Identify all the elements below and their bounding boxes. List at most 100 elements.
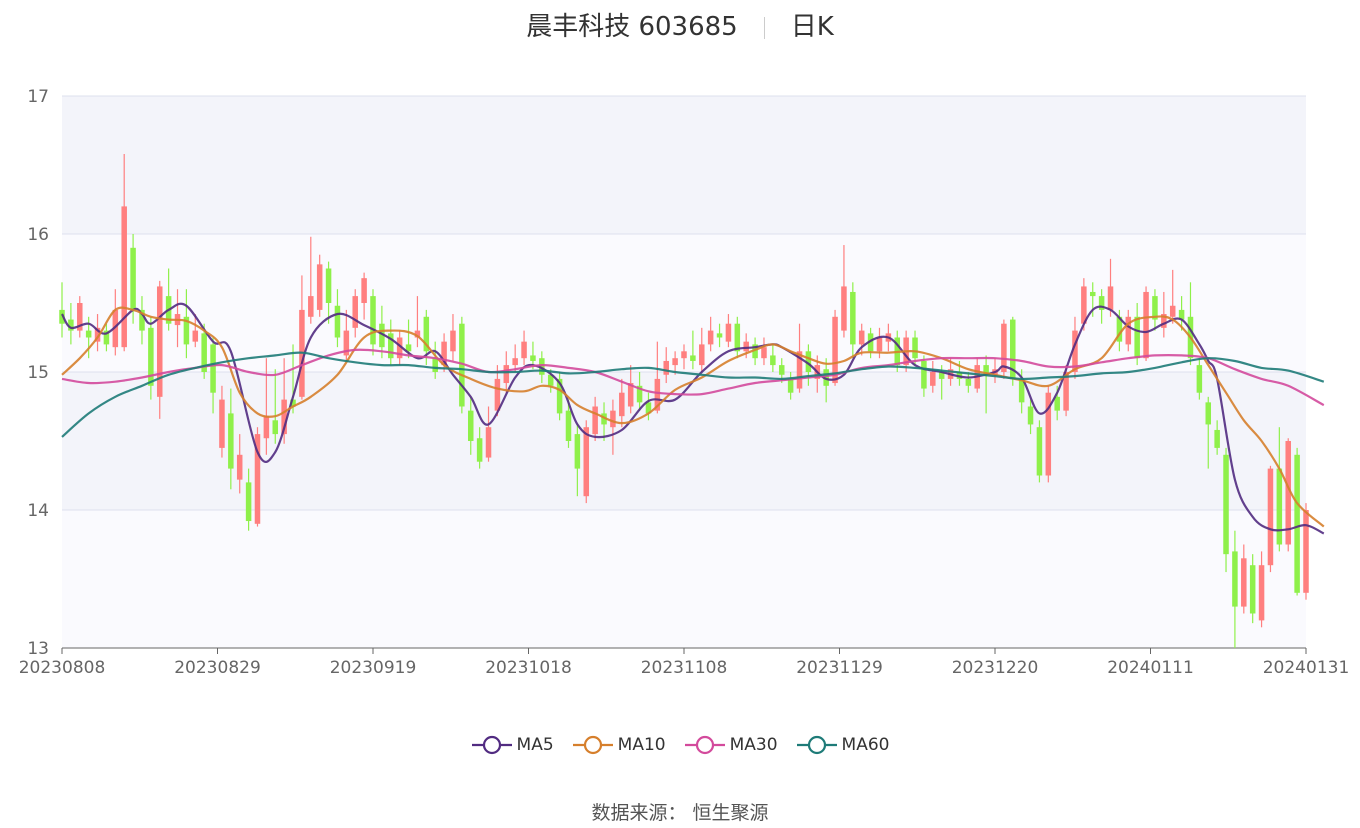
candle: [459, 316, 465, 414]
candle-body: [654, 378, 661, 411]
candle: [699, 327, 705, 372]
legend-marker-icon: [796, 735, 837, 755]
candle: [645, 392, 652, 421]
candle: [245, 468, 252, 531]
candle: [228, 388, 234, 490]
candle-body: [734, 323, 741, 352]
candle-body: [876, 337, 883, 352]
candle-body: [787, 378, 794, 393]
candle: [565, 399, 572, 448]
candle-body: [334, 305, 341, 338]
candles: [59, 153, 1309, 648]
candle-body: [379, 323, 385, 348]
candle: [1178, 296, 1185, 331]
candle-body: [1116, 316, 1123, 342]
candle: [361, 272, 367, 320]
candle: [912, 330, 918, 366]
candle-body: [521, 341, 527, 359]
candle: [352, 289, 358, 338]
candle: [823, 358, 829, 403]
candle-body: [476, 438, 483, 462]
x-tick-label: 20230829: [174, 658, 261, 678]
candle-body: [1223, 454, 1229, 555]
candle: [672, 351, 678, 375]
candle: [156, 280, 163, 419]
candle-body: [396, 337, 403, 359]
candle-body: [68, 319, 74, 331]
ma-line-ma60: [61, 351, 1325, 438]
candle-body: [752, 344, 758, 359]
candle: [965, 372, 972, 393]
candle: [432, 341, 438, 379]
legend-item-ma60[interactable]: MA60: [796, 734, 889, 756]
ma-line-ma30: [61, 348, 1325, 407]
candle: [1249, 554, 1256, 624]
candle-body: [85, 330, 92, 338]
legend-item-ma10[interactable]: MA10: [572, 734, 666, 756]
candle-body: [1152, 296, 1158, 320]
candle: [183, 289, 190, 359]
candle-body: [316, 264, 323, 310]
candle-body: [645, 402, 652, 414]
candle-body: [121, 206, 127, 348]
candle-body: [432, 358, 438, 372]
candle-body: [1196, 365, 1203, 393]
candle-body: [59, 309, 65, 324]
candle-body: [716, 333, 723, 338]
x-tick-label: 20231220: [952, 658, 1039, 678]
candle-body: [1276, 468, 1283, 545]
x-tick-label: 20231018: [485, 658, 572, 678]
candle-body: [263, 416, 270, 439]
candle-body: [441, 341, 447, 366]
candle: [219, 385, 225, 458]
candle-body: [672, 358, 678, 366]
y-tick-label: 14: [27, 501, 49, 521]
candle: [1205, 396, 1212, 469]
candle: [601, 402, 607, 441]
candle-body: [254, 434, 261, 524]
candle: [1294, 447, 1300, 596]
legend-item-ma5[interactable]: MA5: [471, 734, 554, 756]
candle: [1107, 258, 1114, 317]
candle: [1285, 438, 1291, 552]
candle-body: [272, 420, 279, 435]
candle: [521, 330, 527, 366]
candle: [343, 309, 350, 361]
candle-body: [983, 365, 989, 375]
candle-body: [619, 392, 625, 417]
candle-body: [850, 291, 856, 345]
x-axis: 20230808 20230829 20230919 20231018 20231108…: [19, 647, 1349, 678]
candle-body: [1205, 402, 1212, 425]
candle: [103, 323, 110, 352]
x-tick-label: 20230919: [330, 658, 417, 678]
candle: [272, 369, 279, 444]
candle-body: [938, 372, 945, 379]
legend-marker-icon: [471, 735, 512, 755]
candle-body: [930, 372, 936, 386]
candle-body: [796, 351, 803, 389]
candle-body: [388, 333, 394, 359]
candle-body: [370, 296, 376, 345]
y-tick-label: 15: [27, 363, 49, 383]
candle-body: [1161, 314, 1167, 328]
candle-body: [156, 286, 163, 397]
candle-body: [183, 316, 190, 345]
candle: [1169, 269, 1176, 324]
candle-body: [1232, 551, 1238, 607]
candle-body: [405, 344, 412, 352]
candle: [1134, 303, 1140, 366]
candle: [1125, 309, 1132, 352]
grid-band: [62, 510, 1306, 648]
legend-item-ma30[interactable]: MA30: [684, 734, 778, 756]
candle-body: [1241, 558, 1247, 607]
candle-body: [494, 378, 501, 411]
candle-body: [77, 303, 83, 331]
candle: [1267, 465, 1274, 573]
legend: MA5 MA10 MA30 MA60: [0, 734, 1360, 756]
candle: [290, 344, 296, 414]
candle-body: [1125, 316, 1132, 345]
candle-body: [467, 410, 474, 441]
candle-body: [912, 337, 918, 359]
candle-body: [290, 399, 296, 407]
candle-body: [245, 482, 252, 522]
